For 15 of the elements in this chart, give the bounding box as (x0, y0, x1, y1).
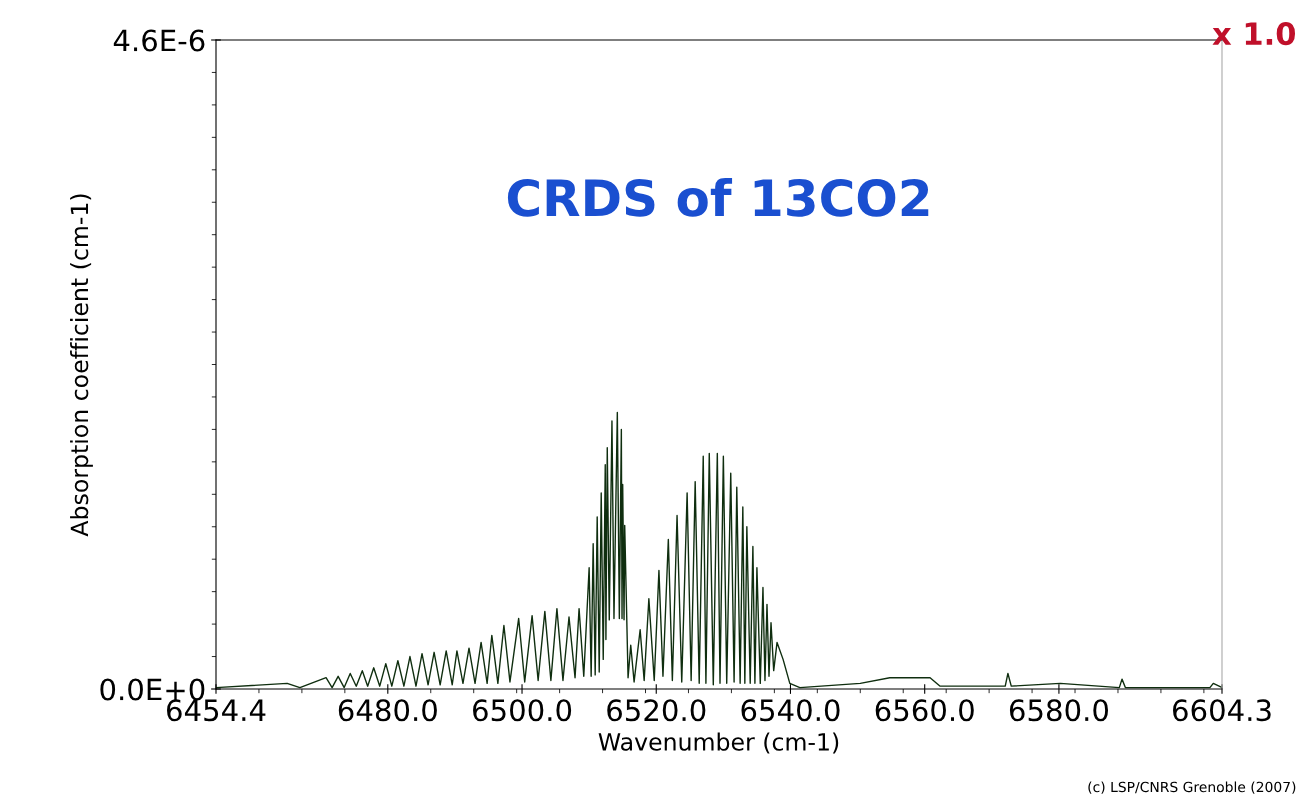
x-tick-label: 6604.3 (1173, 699, 1271, 722)
x-tick-label: 6454.4 (167, 699, 266, 722)
text: (c) LSP/CNRS Grenoble (2007) (1088, 781, 1296, 794)
y-tick-label: 4.6E-6 (113, 29, 205, 52)
y-tick-label: 0.0E+0 (100, 678, 205, 701)
x-tick-label: 6480.0 (338, 699, 437, 722)
y-axis-title: Absorption coefficient (cm-1) (70, 194, 93, 537)
annotation: x 1.0 (1212, 22, 1296, 46)
x-tick-label: 6580.0 (1009, 699, 1109, 722)
x-tick-label: 6560.0 (875, 699, 974, 722)
x-axis-title: Wavenumber (cm-1) (598, 732, 839, 754)
x-tick-label: 6500.0 (473, 699, 572, 722)
text: CRDS of 13CO2 (507, 178, 929, 217)
x-tick-label: 6540.0 (741, 699, 840, 722)
x-tick-label: 6520.0 (607, 699, 706, 722)
